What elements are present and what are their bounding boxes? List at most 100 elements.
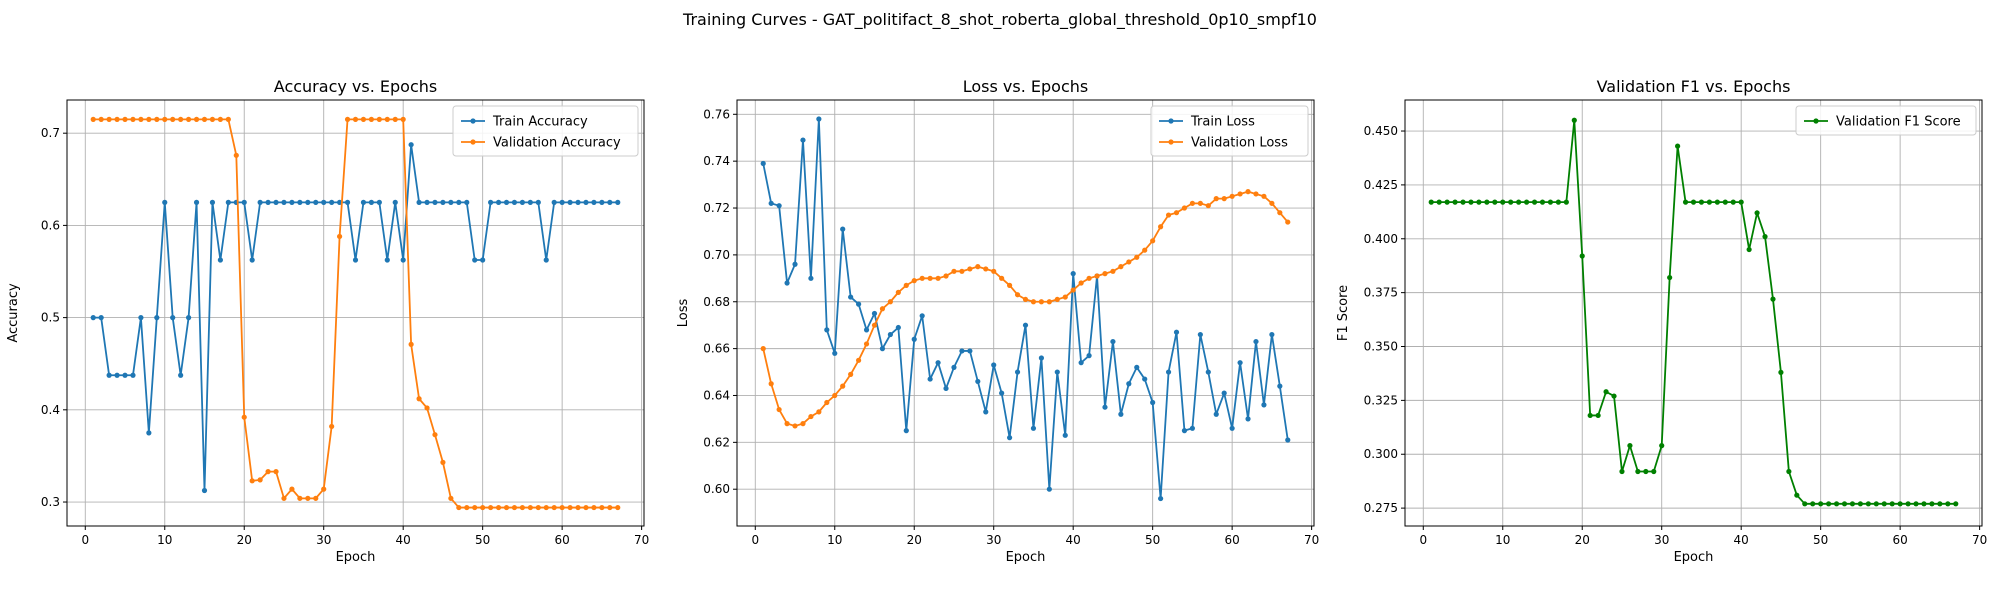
y-axis-label: F1 Score [1336,285,1351,341]
data-point [98,315,104,321]
data-point [943,385,949,392]
x-tick-label: 50 [1145,533,1160,547]
data-point [1754,210,1760,216]
x-axis-label: Epoch [336,550,376,565]
data-point [1030,425,1037,431]
data-point [1682,199,1689,205]
x-tick-label: 30 [316,533,331,547]
data-point [376,116,382,122]
data-point [392,199,398,205]
data-point [241,414,247,420]
data-point [1571,117,1577,123]
data-point [1595,412,1601,419]
data-point [1635,468,1641,475]
legend-box [1795,105,1977,136]
y-tick-label: 0.72 [703,201,730,215]
data-point [591,199,597,205]
data-point [464,504,470,511]
data-point [1508,199,1514,205]
data-point [1165,369,1172,375]
data-point [193,199,200,205]
data-point [615,199,621,205]
data-point [416,199,422,205]
data-point [1213,196,1219,202]
data-point [138,315,144,321]
data-point [1786,468,1792,475]
data-point [559,199,565,205]
axes-frame [66,99,645,527]
data-point [162,116,168,122]
x-axis-label: Epoch [1674,550,1714,565]
data-point [313,199,319,205]
data-point [967,348,973,354]
data-point [535,199,541,205]
x-tick-label: 10 [827,533,842,547]
data-point [1253,338,1259,345]
data-point [1102,404,1108,410]
data-point [863,341,870,347]
data-point [1118,264,1124,270]
data-point [1158,495,1164,502]
data-point [871,310,878,317]
data-point [1086,353,1092,359]
data-point [416,396,422,402]
data-point [392,116,398,122]
data-point [760,346,766,352]
data-point [440,199,446,205]
legend: Train Accuracy Validation Accuracy [452,105,639,157]
data-point [432,432,438,438]
data-point [1913,501,1919,507]
data-point [1436,199,1442,205]
data-point [1428,199,1434,205]
data-point [1165,212,1172,218]
data-point [360,116,367,122]
data-point [1022,296,1029,303]
data-point [495,504,502,511]
data-point [1070,271,1076,277]
legend-box [1150,105,1309,157]
data-point [257,199,263,205]
data-point [209,116,216,122]
data-point [114,116,120,122]
data-point [919,275,925,281]
data-point [800,421,806,427]
data-point [784,421,790,427]
data-point [895,324,901,331]
data-point [840,226,846,232]
data-point [1269,331,1275,338]
data-point [1038,299,1044,305]
data-point [935,360,941,366]
data-point [1841,501,1848,507]
data-point [1173,329,1180,335]
data-point [1054,369,1060,375]
x-tick-label: 40 [1734,533,1749,547]
data-point [1873,501,1879,507]
data-point [615,504,621,511]
data-point [1945,501,1951,507]
data-point [1690,199,1697,205]
data-point [193,116,200,122]
data-point [464,199,470,205]
x-tick-label: 10 [157,533,172,547]
data-point [122,116,128,122]
data-point [1667,274,1673,281]
data-point [1603,389,1609,395]
data-point [848,294,854,300]
data-point [456,504,462,511]
data-point [440,459,446,465]
data-point [448,199,454,205]
data-point [1714,199,1720,205]
data-point [1611,393,1617,399]
data-point [871,322,878,328]
x-tick-label: 60 [554,533,569,547]
x-tick-label: 40 [396,533,411,547]
data-point [408,142,414,148]
data-point [432,199,438,205]
data-point [527,199,533,205]
data-point [983,266,989,272]
data-point [1181,428,1188,434]
data-point [1539,199,1546,205]
data-point [1953,501,1959,507]
data-point [1030,299,1037,305]
